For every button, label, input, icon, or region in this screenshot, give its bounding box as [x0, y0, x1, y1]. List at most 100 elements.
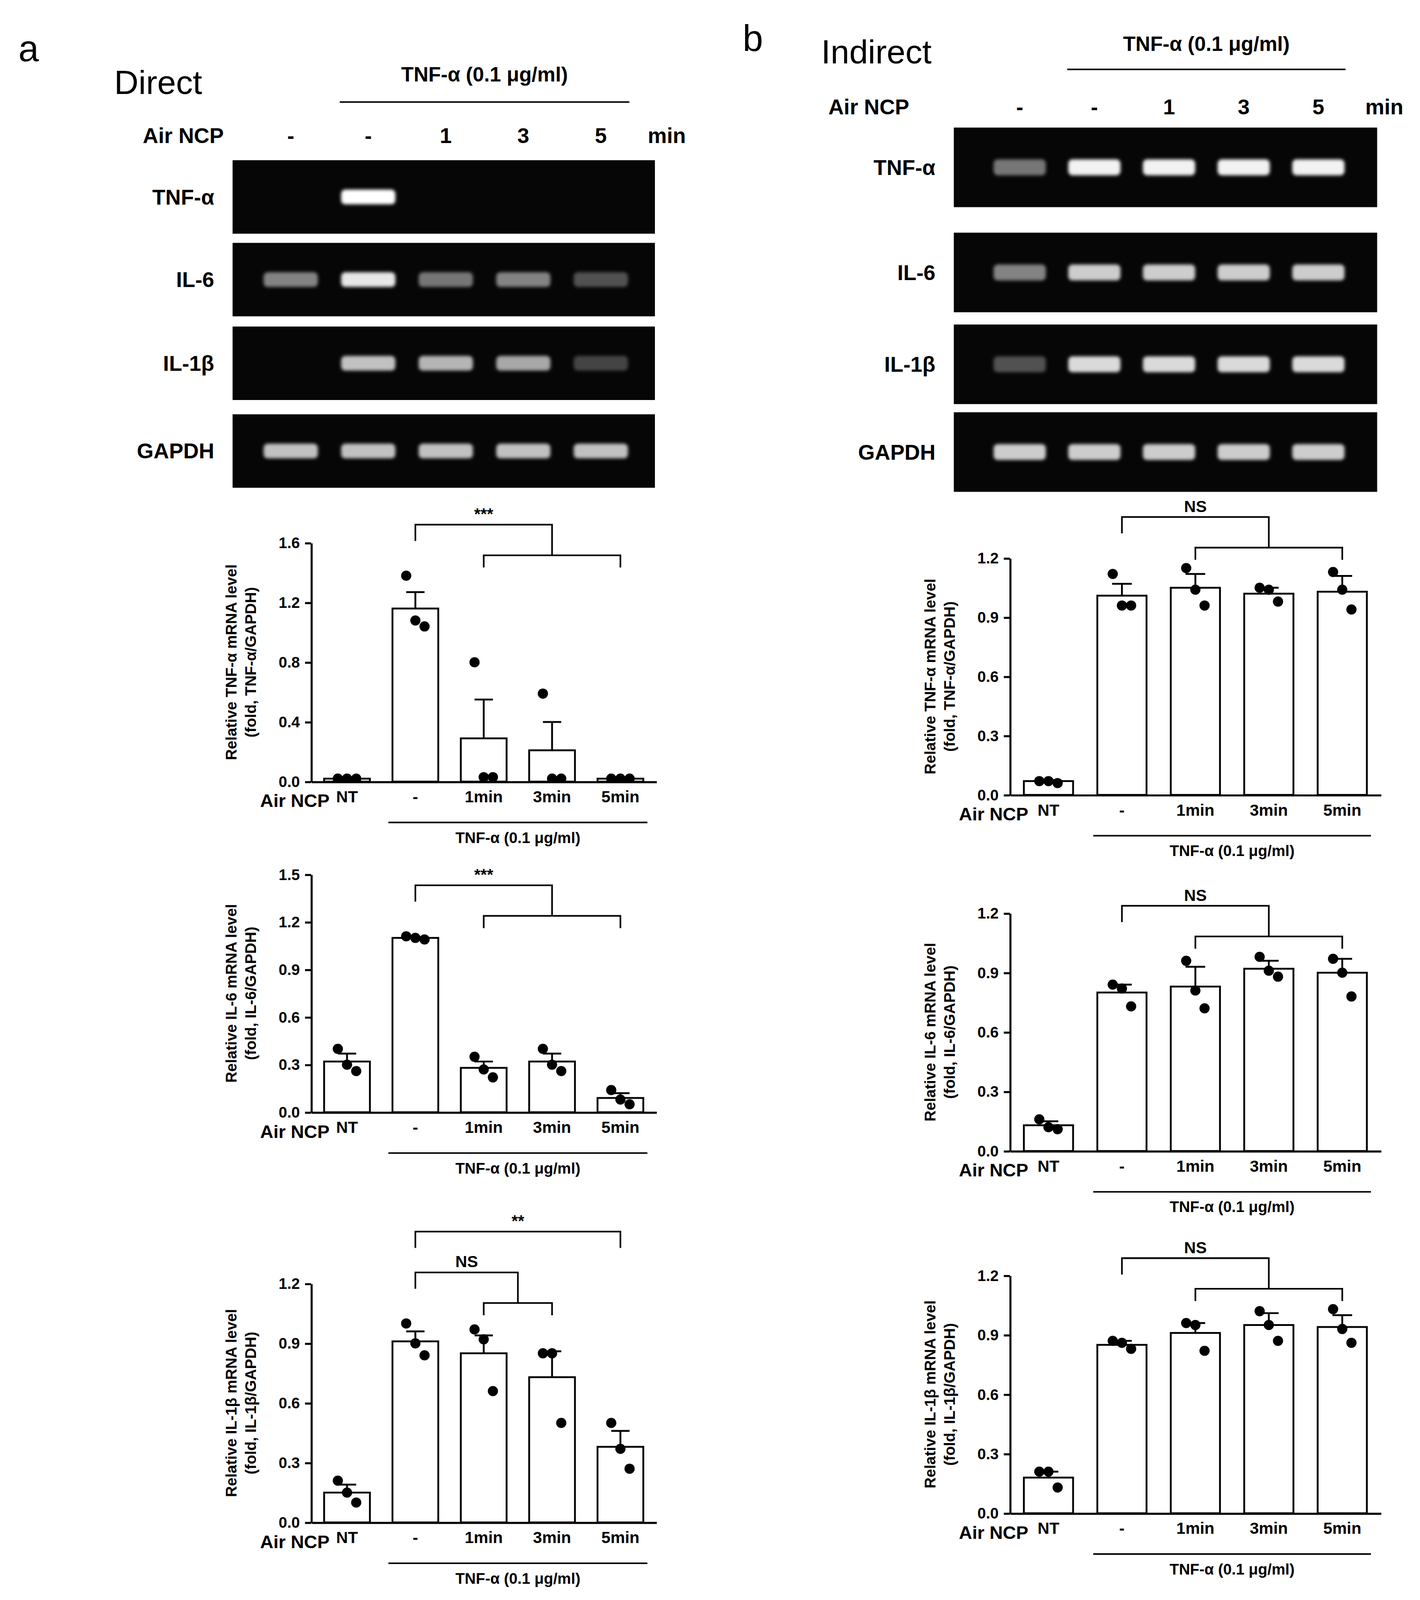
x-tick-label: 5min [1323, 1518, 1362, 1537]
gel-band [496, 189, 551, 205]
data-point [1033, 1114, 1045, 1125]
y-tick: 0.0 [278, 1103, 312, 1121]
data-point [1199, 600, 1210, 611]
y-tick: 1.5 [278, 865, 312, 884]
group-line [388, 1562, 648, 1564]
data-point [1043, 775, 1054, 786]
y-tick-label: 1.2 [977, 904, 999, 922]
y-tick-mark [305, 1521, 312, 1524]
y-tick: 1.2 [977, 1266, 1010, 1284]
gel-band [573, 272, 629, 287]
data-point [1337, 1323, 1348, 1334]
y-tick-label: 0.6 [278, 1008, 300, 1026]
significance-label: *** [474, 865, 494, 884]
y-axis-title: Relative IL-6 mRNA level [921, 942, 939, 1122]
bar [1244, 593, 1294, 795]
data-point [537, 1043, 549, 1054]
bar-chart: 0.00.30.60.91.2Relative IL-1β mRNA level… [921, 1238, 1382, 1578]
x-tick-label: 1min [1176, 1518, 1215, 1537]
data-point [1254, 951, 1265, 962]
panel-title: Indirect [821, 32, 932, 71]
x-tick: 5min [601, 787, 640, 806]
gel-band [341, 189, 396, 205]
gel-band [1217, 159, 1271, 175]
data-point [342, 773, 353, 782]
gel-band [1217, 264, 1271, 281]
gel-row [953, 127, 1378, 208]
gel-row-label: TNF-α [152, 185, 215, 210]
y-axis-title: (fold, TNF-α/GAPDH) [242, 586, 260, 738]
y-tick-mark [1003, 734, 1010, 737]
data-point [1052, 1123, 1063, 1134]
x-tick: 5min [1323, 1156, 1362, 1175]
x-tick-label: 3min [1249, 1156, 1288, 1175]
gel-band [573, 355, 629, 371]
gel-row-label: IL-1β [162, 351, 215, 376]
y-tick: 0.9 [977, 964, 1010, 982]
significance-label: ** [511, 1211, 525, 1230]
y-tick: 0.3 [977, 727, 1010, 745]
y-tick-mark [305, 780, 312, 783]
x-axis-line [311, 1111, 657, 1114]
y-tick-mark [1003, 1150, 1010, 1153]
data-point [1126, 600, 1137, 611]
y-tick-label: 0.4 [278, 713, 301, 731]
x-tick: - [412, 1527, 419, 1546]
gel-band [1068, 443, 1121, 460]
x-tick: 3min [1249, 1518, 1288, 1537]
y-axis-line [310, 874, 313, 1113]
y-axis-title: (fold, IL-1β/GAPDH) [940, 1322, 959, 1466]
gel-band [1142, 159, 1196, 175]
data-point [401, 1318, 412, 1329]
error-bar [1112, 583, 1133, 596]
y-tick-mark [305, 1401, 312, 1404]
x-axis: NT-1min3min5min [1010, 795, 1382, 819]
data-point [624, 773, 635, 782]
lane-title: Air NCP [828, 94, 910, 119]
data-point [1263, 965, 1274, 976]
gel-band [263, 355, 318, 371]
bar-chart: 0.00.30.60.91.21.5Relative IL-6 mRNA lev… [222, 865, 657, 1177]
y-tick: 0.4 [278, 713, 312, 731]
x-tick-label: - [412, 787, 419, 806]
y-tick: 0.9 [977, 1326, 1010, 1344]
x-tick: 1min [464, 1117, 503, 1136]
y-tick-label: 0.9 [977, 608, 999, 626]
x-tick: - [412, 1117, 419, 1136]
data-point [615, 1094, 626, 1105]
x-axis: NT-1min3min5min [311, 1522, 657, 1547]
x-axis-title: Air NCP [959, 1159, 1029, 1180]
y-tick-mark [305, 601, 312, 604]
y-tick: 0.6 [977, 1385, 1010, 1403]
x-tick-label: NT [336, 1527, 358, 1546]
data-point [1199, 1345, 1210, 1356]
gel-band [496, 443, 551, 459]
data-point [1327, 1303, 1339, 1315]
y-tick: 1.2 [977, 549, 1010, 567]
data-point [547, 773, 558, 782]
y-tick-mark [1003, 794, 1010, 797]
data-point [487, 1071, 499, 1083]
data-point [556, 1065, 567, 1076]
plot-area [323, 1318, 644, 1523]
data-point [469, 656, 480, 667]
gel-row-label: IL-6 [176, 267, 215, 292]
x-tick-label: 1min [464, 787, 503, 806]
y-tick-label: 0.0 [977, 1504, 999, 1522]
data-point [401, 570, 412, 581]
x-tick-label: 1min [1176, 800, 1215, 819]
group-label: TNF-α (0.1 μg/ml) [1169, 841, 1295, 860]
x-tick: 5min [601, 1527, 640, 1546]
y-tick: 0.3 [278, 1453, 312, 1471]
y-tick: 0.8 [278, 653, 312, 671]
data-point [1327, 953, 1339, 964]
y-tick: 0.0 [278, 1513, 312, 1531]
y-axis: 0.00.30.60.91.2 [977, 1266, 1011, 1522]
y-tick-label: 0.0 [278, 1103, 300, 1121]
gel-band [573, 189, 629, 205]
y-axis: 0.00.40.81.21.6 [278, 534, 312, 791]
group-line [388, 821, 648, 823]
x-tick: - [1119, 1156, 1125, 1175]
data-point [342, 1059, 353, 1070]
y-tick-mark [1003, 1031, 1010, 1034]
